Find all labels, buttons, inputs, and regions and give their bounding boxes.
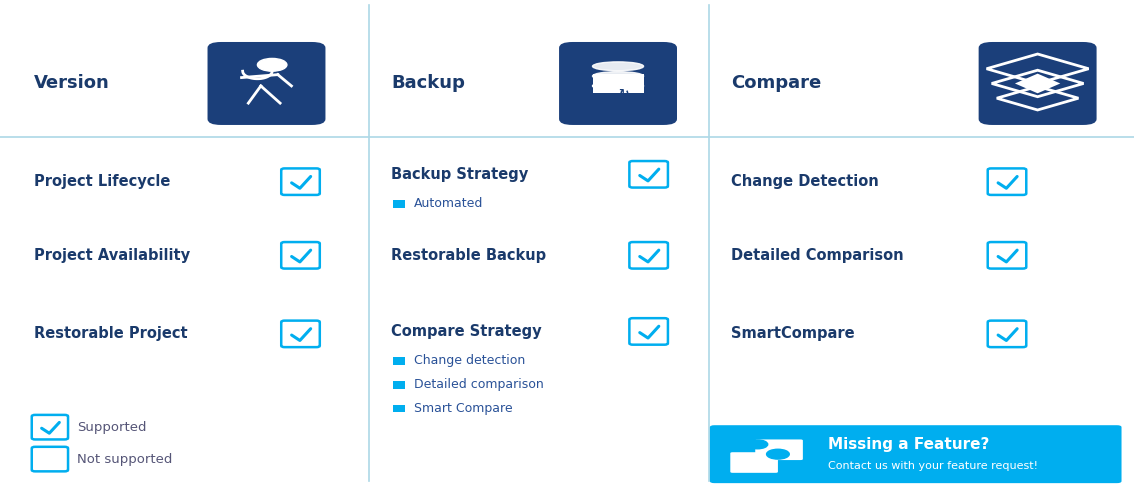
Text: Detailed comparison: Detailed comparison (414, 378, 543, 391)
Text: Smart Compare: Smart Compare (414, 402, 513, 414)
Text: Compare Strategy: Compare Strategy (391, 324, 542, 339)
FancyBboxPatch shape (979, 42, 1097, 125)
FancyBboxPatch shape (988, 321, 1026, 347)
FancyBboxPatch shape (730, 452, 778, 473)
Ellipse shape (593, 82, 644, 90)
FancyBboxPatch shape (281, 168, 320, 195)
Text: Contact us with your feature request!: Contact us with your feature request! (828, 461, 1038, 471)
FancyBboxPatch shape (629, 318, 668, 345)
FancyBboxPatch shape (710, 425, 1122, 483)
Circle shape (767, 449, 789, 459)
Text: Backup Strategy: Backup Strategy (391, 167, 528, 182)
FancyBboxPatch shape (629, 242, 668, 269)
FancyBboxPatch shape (281, 321, 320, 347)
Text: Restorable Backup: Restorable Backup (391, 248, 547, 263)
Text: SmartCompare: SmartCompare (731, 327, 855, 341)
FancyBboxPatch shape (629, 161, 668, 188)
Ellipse shape (593, 72, 644, 81)
Text: ↻: ↻ (618, 88, 629, 101)
FancyBboxPatch shape (988, 168, 1026, 195)
Text: Automated: Automated (414, 197, 483, 210)
Text: Restorable Project: Restorable Project (34, 327, 187, 341)
Bar (393, 405, 405, 412)
Bar (393, 200, 405, 208)
Text: Project Availability: Project Availability (34, 248, 191, 263)
Circle shape (257, 58, 287, 71)
Bar (393, 357, 405, 365)
FancyBboxPatch shape (281, 242, 320, 269)
Ellipse shape (593, 62, 644, 71)
Text: Compare: Compare (731, 75, 822, 92)
Bar (593, 74, 644, 93)
Text: Project Lifecycle: Project Lifecycle (34, 174, 170, 189)
Text: Detailed Comparison: Detailed Comparison (731, 248, 904, 263)
Bar (393, 381, 405, 389)
Text: Version: Version (34, 75, 110, 92)
Text: Change Detection: Change Detection (731, 174, 879, 189)
FancyBboxPatch shape (755, 439, 803, 460)
Text: Change detection: Change detection (414, 355, 525, 367)
Text: Supported: Supported (77, 421, 146, 434)
FancyBboxPatch shape (559, 42, 677, 125)
Text: Not supported: Not supported (77, 453, 172, 465)
FancyBboxPatch shape (988, 242, 1026, 269)
FancyBboxPatch shape (208, 42, 325, 125)
Text: Backup: Backup (391, 75, 465, 92)
Polygon shape (1015, 74, 1060, 93)
Text: Missing a Feature?: Missing a Feature? (828, 437, 989, 452)
FancyBboxPatch shape (32, 415, 68, 439)
Circle shape (747, 440, 768, 449)
FancyBboxPatch shape (32, 447, 68, 471)
